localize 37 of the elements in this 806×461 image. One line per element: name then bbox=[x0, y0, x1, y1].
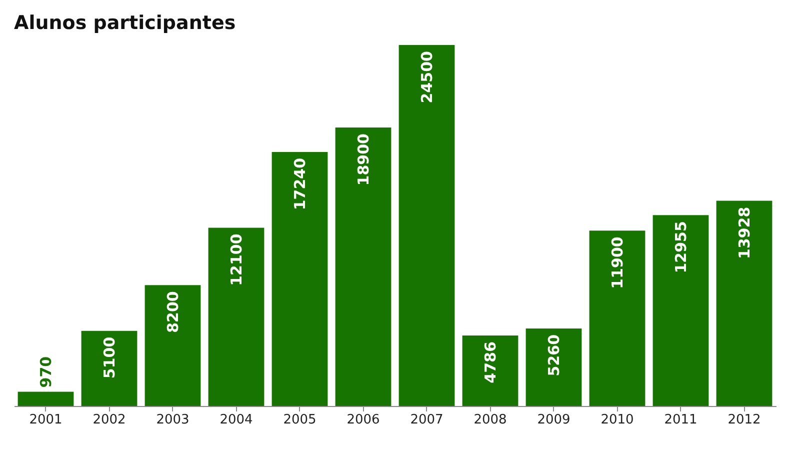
x-tick-label: 2009 bbox=[537, 412, 570, 428]
x-tick-label: 2005 bbox=[283, 412, 316, 428]
x-tick-label: 2010 bbox=[600, 412, 634, 428]
x-tick-label: 2003 bbox=[156, 412, 190, 428]
x-tick-label: 2008 bbox=[474, 412, 507, 428]
data-label: 8200 bbox=[164, 291, 182, 333]
bar bbox=[589, 230, 646, 406]
bar bbox=[398, 45, 455, 406]
x-tick-label: 2012 bbox=[728, 412, 761, 428]
x-tick-label: 2004 bbox=[220, 412, 253, 428]
bar bbox=[335, 128, 392, 406]
data-label: 12955 bbox=[672, 221, 690, 274]
data-label: 11900 bbox=[608, 236, 626, 289]
x-tick-label: 2011 bbox=[664, 412, 698, 428]
x-tick-label: 2006 bbox=[346, 412, 380, 428]
x-tick-label: 2002 bbox=[92, 412, 126, 428]
data-label: 12100 bbox=[227, 234, 246, 286]
data-label: 4786 bbox=[481, 341, 500, 384]
bar bbox=[272, 152, 328, 406]
data-label: 17240 bbox=[290, 158, 309, 210]
data-label: 970 bbox=[36, 356, 55, 388]
x-tick-label: 2007 bbox=[410, 412, 444, 428]
data-label: 13928 bbox=[735, 206, 754, 259]
data-label: 5100 bbox=[100, 336, 118, 379]
bar bbox=[462, 335, 518, 406]
bar bbox=[652, 215, 709, 406]
bar bbox=[526, 328, 582, 406]
data-label: 18900 bbox=[354, 134, 372, 186]
x-tick-label: 2001 bbox=[29, 412, 62, 428]
data-label: 5260 bbox=[544, 334, 563, 376]
chart-title: Alunos participantes bbox=[14, 12, 236, 34]
bar bbox=[18, 392, 74, 406]
bar bbox=[208, 228, 264, 406]
bar bbox=[716, 200, 772, 406]
data-label: 24500 bbox=[418, 51, 436, 104]
bar bbox=[81, 330, 138, 406]
bar bbox=[144, 285, 201, 406]
